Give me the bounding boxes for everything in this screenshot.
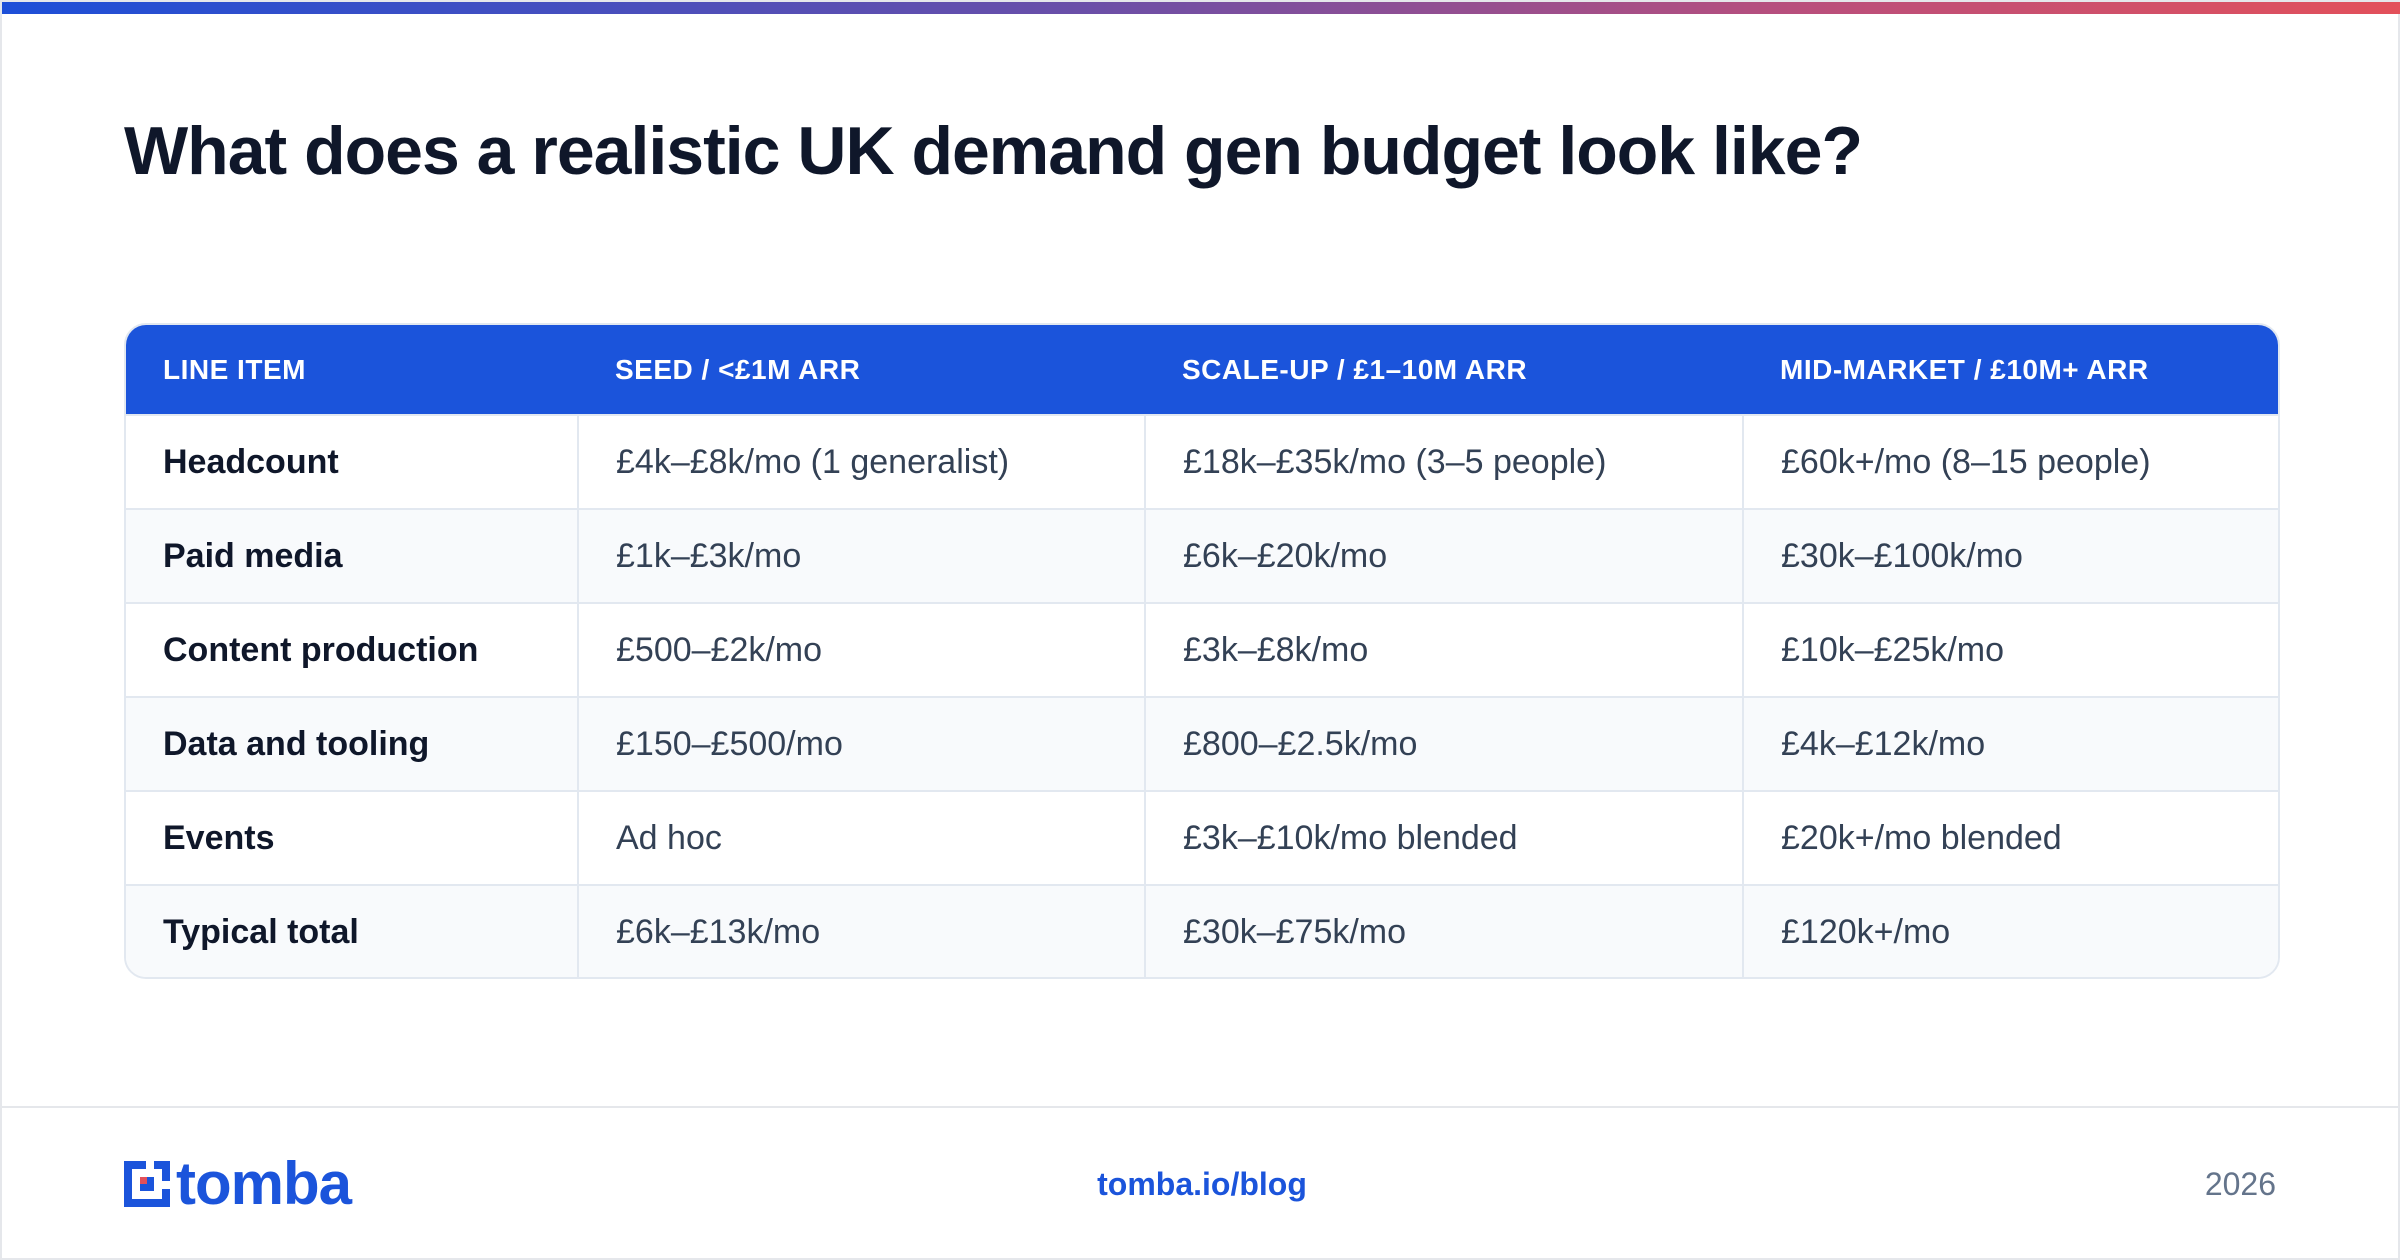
cell-scale-up: £3k–£8k/mo bbox=[1144, 602, 1743, 697]
cell-seed: Ad hoc bbox=[577, 790, 1145, 885]
row-label: Data and tooling bbox=[126, 696, 578, 791]
logo-wordmark: tomba bbox=[176, 1150, 352, 1217]
table-row: Content production £500–£2k/mo £3k–£8k/m… bbox=[126, 602, 2278, 697]
table-row: Events Ad hoc £3k–£10k/mo blended £20k+/… bbox=[126, 790, 2278, 885]
cell-scale-up: £800–£2.5k/mo bbox=[1144, 696, 1743, 791]
row-label: Typical total bbox=[126, 884, 578, 977]
tomba-logo[interactable]: tomba bbox=[124, 1150, 352, 1217]
cell-mid-market: £60k+/mo (8–15 people) bbox=[1742, 414, 2278, 509]
cell-scale-up: £6k–£20k/mo bbox=[1144, 508, 1743, 603]
row-label: Content production bbox=[126, 602, 578, 697]
cell-seed: £150–£500/mo bbox=[577, 696, 1145, 791]
cell-mid-market: £20k+/mo blended bbox=[1742, 790, 2278, 885]
cell-mid-market: £4k–£12k/mo bbox=[1742, 696, 2278, 791]
cell-seed: £500–£2k/mo bbox=[577, 602, 1145, 697]
footer-divider bbox=[2, 1106, 2400, 1108]
cell-seed: £1k–£3k/mo bbox=[577, 508, 1145, 603]
cell-seed: £4k–£8k/mo (1 generalist) bbox=[577, 414, 1145, 509]
header-scale-up: SCALE-UP / £1–10M ARR bbox=[1182, 353, 1528, 385]
blog-link[interactable]: tomba.io/blog bbox=[1097, 1166, 1307, 1202]
table-row: Data and tooling £150–£500/mo £800–£2.5k… bbox=[126, 696, 2278, 791]
budget-table: LINE ITEM SEED / <£1M ARR SCALE-UP / £1–… bbox=[126, 325, 2278, 977]
header-seed: SEED / <£1M ARR bbox=[615, 353, 861, 385]
row-label: Headcount bbox=[126, 414, 578, 509]
cell-scale-up: £3k–£10k/mo blended bbox=[1144, 790, 1743, 885]
cell-mid-market: £10k–£25k/mo bbox=[1742, 602, 2278, 697]
header-line-item: LINE ITEM bbox=[163, 353, 306, 385]
table-header-row: LINE ITEM SEED / <£1M ARR SCALE-UP / £1–… bbox=[126, 325, 2278, 415]
cell-mid-market: £120k+/mo bbox=[1742, 884, 2278, 977]
top-gradient-bar bbox=[2, 2, 2400, 14]
table-row: Paid media £1k–£3k/mo £6k–£20k/mo £30k–£… bbox=[126, 508, 2278, 603]
cell-scale-up: £18k–£35k/mo (3–5 people) bbox=[1144, 414, 1743, 509]
page-title: What does a realistic UK demand gen budg… bbox=[124, 113, 1863, 189]
footer-year: 2026 bbox=[2204, 1166, 2276, 1202]
budget-table-card: LINE ITEM SEED / <£1M ARR SCALE-UP / £1–… bbox=[124, 323, 2280, 979]
header-mid-market: MID-MARKET / £10M+ ARR bbox=[1780, 353, 2149, 385]
row-label: Events bbox=[126, 790, 578, 885]
cell-mid-market: £30k–£100k/mo bbox=[1742, 508, 2278, 603]
tomba-logo-icon bbox=[124, 1161, 170, 1207]
table-row: Typical total £6k–£13k/mo £30k–£75k/mo £… bbox=[126, 884, 2278, 977]
table-row: Headcount £4k–£8k/mo (1 generalist) £18k… bbox=[126, 414, 2278, 509]
cell-seed: £6k–£13k/mo bbox=[577, 884, 1145, 977]
cell-scale-up: £30k–£75k/mo bbox=[1144, 884, 1743, 977]
row-label: Paid media bbox=[126, 508, 578, 603]
